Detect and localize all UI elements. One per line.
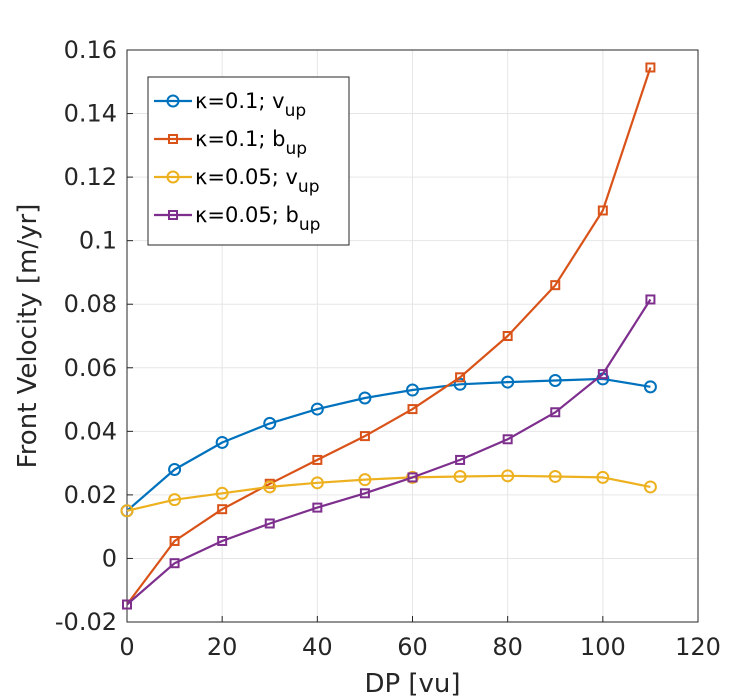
y-tick-label: 0.16	[64, 36, 117, 64]
y-tick-label: 0.1	[79, 227, 117, 255]
data-point	[596, 470, 610, 484]
legend-item-4: κ=0.05; bup	[154, 203, 320, 235]
data-point	[312, 502, 323, 513]
data-series	[120, 62, 657, 610]
legend-label-subscript: up	[285, 101, 307, 121]
data-point	[548, 373, 562, 387]
data-point	[406, 470, 419, 484]
data-point	[358, 391, 372, 405]
x-tick-label: 0	[119, 633, 134, 661]
legend-label: κ=0.05; bup	[195, 203, 320, 235]
data-point	[643, 380, 657, 394]
data-point	[406, 383, 419, 397]
series-line	[126, 474, 651, 512]
data-point	[453, 469, 467, 483]
data-point	[169, 558, 180, 569]
y-tick-label: 0.08	[64, 290, 117, 318]
legend-label-subscript: up	[298, 177, 320, 197]
legend-item-1: κ=0.1; vup	[154, 89, 306, 121]
legend-box	[147, 76, 350, 246]
series-line	[126, 298, 652, 606]
data-point	[310, 402, 324, 416]
data-point	[310, 476, 324, 490]
data-point	[645, 294, 656, 305]
legend-label-main: κ=0.1; v	[195, 89, 285, 113]
data-point	[550, 280, 561, 291]
legend-marker	[166, 170, 180, 184]
legend-marker	[168, 134, 178, 144]
data-point	[407, 404, 418, 415]
legend-item-2: κ=0.1; bup	[154, 127, 307, 159]
x-tick-label: 40	[302, 633, 333, 661]
legend-label: κ=0.05; vup	[195, 165, 320, 197]
y-tick-label: 0	[102, 544, 117, 572]
x-tick-label: 60	[397, 633, 428, 661]
series-line	[126, 377, 651, 512]
data-point	[169, 535, 180, 546]
legend-label-main: κ=0.05; b	[195, 203, 299, 227]
data-point	[168, 493, 182, 507]
data-point	[263, 480, 277, 494]
data-point	[548, 469, 562, 483]
legend-label-main: κ=0.1; b	[195, 127, 285, 151]
data-point	[358, 473, 372, 487]
data-point	[122, 599, 132, 610]
x-axis-title: DP [vu]	[364, 669, 460, 699]
data-point	[453, 377, 467, 391]
data-point	[501, 375, 515, 389]
data-point	[264, 518, 275, 529]
data-point	[263, 416, 277, 430]
data-point	[645, 62, 656, 73]
data-point	[501, 469, 515, 483]
data-point	[312, 454, 323, 465]
series-4	[122, 294, 656, 610]
legend-label: κ=0.1; bup	[195, 127, 307, 159]
legend-label: κ=0.1; vup	[195, 89, 306, 121]
series-3	[120, 469, 657, 518]
legend-marker	[168, 210, 178, 220]
y-tick-label: -0.02	[55, 608, 117, 636]
x-tick-label: 80	[492, 633, 523, 661]
axis-ticks: 0 20 40 60 80 100 120-0.0200.020.040.060.080.1…	[55, 36, 721, 661]
data-point	[502, 331, 513, 341]
y-axis-title: Front Velocity [m/yr]	[13, 204, 43, 469]
data-point	[359, 431, 370, 442]
data-point	[455, 454, 466, 465]
y-tick-label: 0.14	[64, 100, 117, 128]
legend-marker	[166, 94, 180, 108]
data-point	[550, 407, 561, 418]
data-point	[168, 462, 182, 476]
y-tick-label: 0.04	[64, 417, 117, 445]
x-tick-label: 100	[580, 633, 626, 661]
data-point	[359, 488, 370, 499]
data-point	[407, 472, 418, 483]
y-tick-label: 0.02	[64, 481, 117, 509]
data-point	[215, 435, 229, 449]
x-tick-label: 120	[675, 633, 721, 661]
y-tick-label: 0.12	[64, 163, 117, 191]
data-point	[120, 504, 134, 518]
data-point	[643, 480, 657, 494]
legend-label-subscript: up	[285, 139, 307, 159]
legend-label-main: κ=0.05; v	[195, 165, 298, 189]
y-tick-label: 0.06	[64, 354, 117, 382]
legend-item-3: κ=0.05; vup	[154, 165, 320, 197]
legend-label-subscript: up	[299, 215, 321, 235]
series-line	[126, 67, 652, 606]
data-point	[502, 434, 513, 445]
x-tick-label: 20	[207, 633, 238, 661]
data-point	[217, 535, 228, 546]
data-point	[597, 205, 608, 216]
data-point	[597, 369, 608, 380]
data-point	[455, 372, 466, 383]
data-point	[217, 504, 228, 515]
data-point	[215, 486, 229, 500]
